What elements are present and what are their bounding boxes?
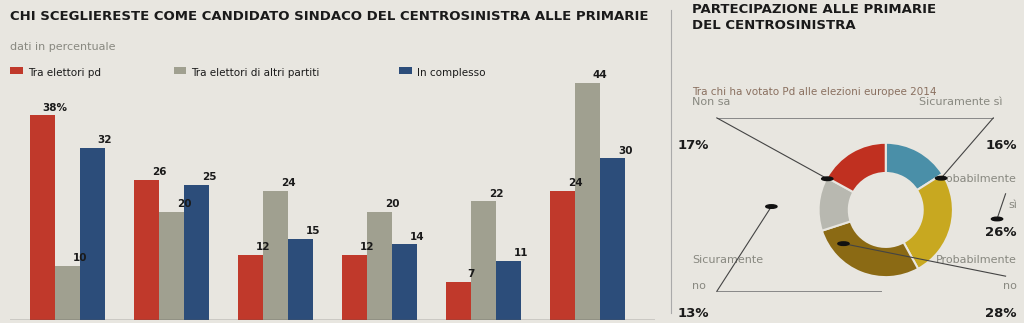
Text: 11: 11 <box>514 248 528 258</box>
Text: 25: 25 <box>202 172 216 182</box>
Bar <box>497 261 521 320</box>
Text: 28%: 28% <box>985 307 1017 320</box>
Text: 26: 26 <box>152 167 166 177</box>
Text: 13%: 13% <box>678 307 710 320</box>
Wedge shape <box>822 221 919 277</box>
Text: Tra elettori di altri partiti: Tra elettori di altri partiti <box>191 68 319 78</box>
Bar <box>134 180 159 320</box>
Text: Non sa: Non sa <box>692 97 730 107</box>
Bar <box>446 282 471 320</box>
Text: Sicuramente: Sicuramente <box>692 255 763 265</box>
Text: 24: 24 <box>281 178 295 188</box>
Bar <box>30 115 55 320</box>
Text: 22: 22 <box>488 189 504 199</box>
Bar <box>288 239 313 320</box>
Bar <box>471 201 497 320</box>
Text: 16%: 16% <box>985 139 1017 152</box>
Text: 17%: 17% <box>678 139 710 152</box>
Text: no: no <box>692 281 706 291</box>
Text: 30: 30 <box>617 146 633 156</box>
Text: 10: 10 <box>73 253 87 263</box>
Text: 20: 20 <box>385 199 399 209</box>
Bar <box>368 212 392 320</box>
Text: CHI SCEGLIERESTE COME CANDIDATO SINDACO DEL CENTROSINISTRA ALLE PRIMARIE: CHI SCEGLIERESTE COME CANDIDATO SINDACO … <box>10 10 649 23</box>
Bar <box>80 148 104 320</box>
Text: 32: 32 <box>97 135 113 145</box>
Text: Probabilmente: Probabilmente <box>936 174 1017 184</box>
Text: sì: sì <box>1008 200 1017 210</box>
Text: no: no <box>1004 281 1017 291</box>
Bar <box>55 266 80 320</box>
Text: 24: 24 <box>568 178 583 188</box>
Text: 44: 44 <box>593 70 607 80</box>
Text: 14: 14 <box>410 232 424 242</box>
Bar <box>342 255 368 320</box>
Text: Sicuramente sì: Sicuramente sì <box>920 97 1002 107</box>
Bar <box>392 245 417 320</box>
Text: 26%: 26% <box>985 226 1017 239</box>
Text: PARTECIPAZIONE ALLE PRIMARIE
DEL CENTROSINISTRA: PARTECIPAZIONE ALLE PRIMARIE DEL CENTROS… <box>692 3 936 32</box>
Wedge shape <box>818 178 853 231</box>
Wedge shape <box>827 143 886 192</box>
Text: Probabilmente: Probabilmente <box>936 255 1017 265</box>
Text: 20: 20 <box>177 199 191 209</box>
Text: Tra elettori pd: Tra elettori pd <box>28 68 100 78</box>
Wedge shape <box>886 143 942 190</box>
Text: 7: 7 <box>468 269 475 279</box>
Bar <box>263 191 288 320</box>
Text: Tra chi ha votato Pd alle elezioni europee 2014: Tra chi ha votato Pd alle elezioni europ… <box>692 87 936 97</box>
Text: 12: 12 <box>256 243 270 253</box>
Text: 12: 12 <box>359 243 375 253</box>
Bar <box>184 185 209 320</box>
Wedge shape <box>903 174 953 269</box>
Text: 15: 15 <box>306 226 321 236</box>
Bar <box>159 212 184 320</box>
Bar <box>239 255 263 320</box>
Text: dati in percentuale: dati in percentuale <box>10 42 116 52</box>
Bar <box>575 83 600 320</box>
Text: In complesso: In complesso <box>417 68 485 78</box>
Text: 38%: 38% <box>42 102 68 112</box>
Bar <box>550 191 575 320</box>
Bar <box>600 158 626 320</box>
